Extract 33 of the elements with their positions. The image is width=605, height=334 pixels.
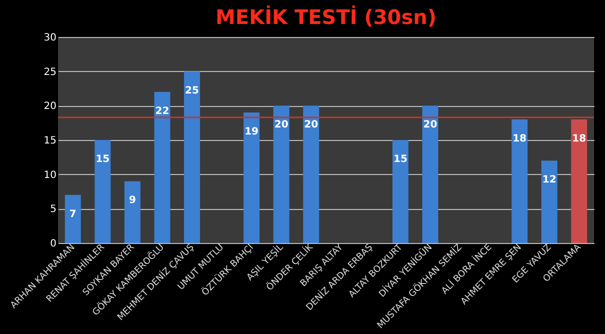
data-label: 19 [244, 126, 259, 138]
data-label: 20 [423, 120, 438, 131]
y-tick-label: 25 [44, 66, 56, 78]
bar [124, 181, 140, 243]
y-tick-label: 30 [44, 32, 56, 44]
data-label: 9 [128, 195, 136, 206]
chart-title: MEKİK TESTİ (30sn) [216, 5, 436, 29]
data-label: 12 [542, 174, 556, 186]
data-label: 20 [274, 120, 288, 131]
bar [244, 112, 260, 243]
bar [273, 106, 290, 243]
y-tick-label: 10 [44, 170, 56, 181]
data-label: 15 [393, 154, 408, 165]
y-tick-label: 5 [50, 204, 56, 216]
data-label: 7 [69, 208, 76, 220]
bar [392, 140, 408, 243]
data-label: 20 [304, 120, 318, 131]
y-tick-label: 15 [44, 136, 56, 146]
data-label: 15 [96, 154, 110, 165]
y-tick-label: 20 [44, 101, 56, 112]
bar [541, 160, 558, 243]
bar [154, 92, 170, 243]
bar [422, 106, 438, 243]
data-label: 18 [512, 133, 527, 144]
bar [184, 71, 200, 243]
data-label: 22 [155, 106, 170, 117]
data-label: 25 [185, 85, 199, 96]
data-label: 18 [572, 133, 586, 144]
bar [303, 106, 320, 243]
bar [512, 119, 528, 243]
bar [64, 194, 81, 243]
bar [571, 119, 588, 243]
bar [94, 140, 111, 243]
